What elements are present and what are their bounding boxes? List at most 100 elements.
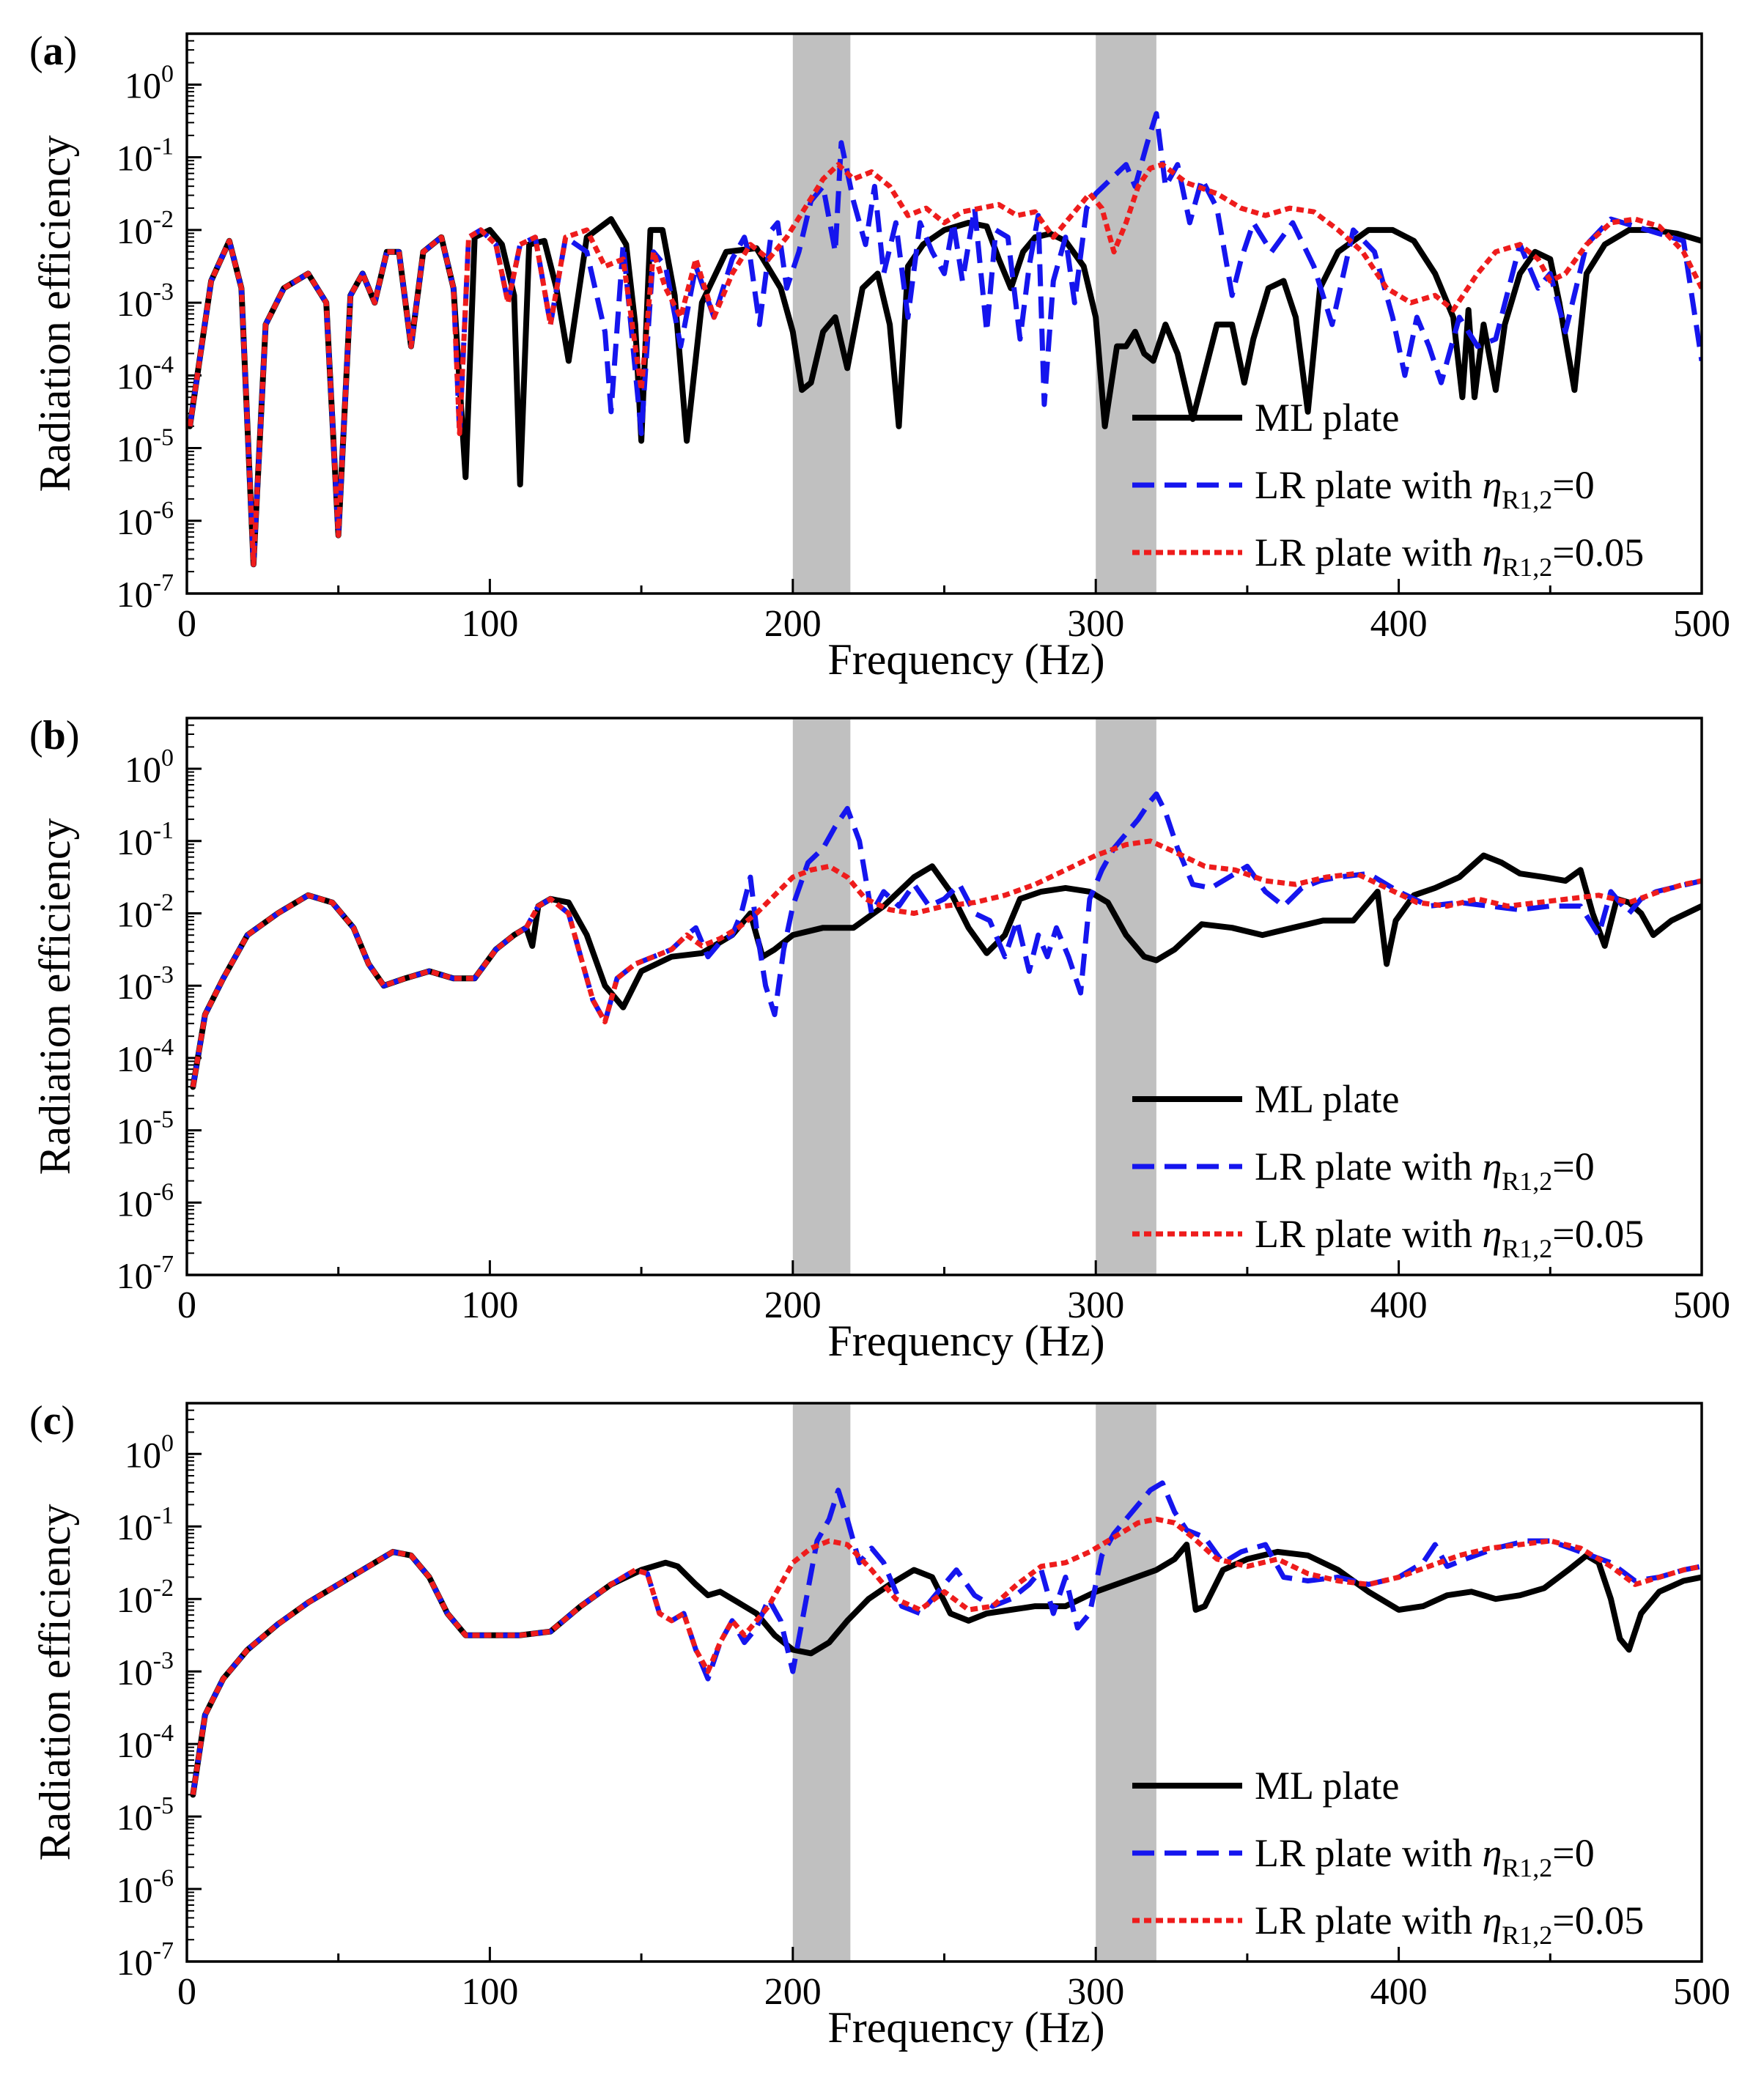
chart-panel-b: 0 100 200 300 400 50010010-110-210-310-410-51… [29,713,1730,1365]
legend-text: LR plate with [1255,1212,1482,1256]
legend-label-lr0: LR plate with ηR1,2=0 [1255,1831,1595,1882]
x-axis-label: Frequency (Hz) [827,2003,1104,2052]
y-tick-exponent: -5 [153,1106,174,1134]
legend-value: =0.05 [1552,1212,1644,1256]
y-tick-exponent: -1 [153,1502,174,1529]
plot-frame [185,1402,1703,1963]
legend-eta: η [1482,1212,1502,1256]
legend-text: ML plate [1255,1764,1399,1808]
panel-label-close: ) [66,713,80,758]
y-tick-base: 10 [117,1255,153,1296]
y-tick-label: 10-7 [117,1937,174,1983]
y-tick-exponent: -2 [153,206,174,233]
legend-value: =0 [1552,1145,1594,1188]
bandgap-band-1 [792,718,851,1275]
legend-value: =0 [1552,463,1594,507]
x-tick-label: 400 [1370,1284,1428,1326]
x-tick-label: 200 [764,1284,822,1326]
legend-text: LR plate with [1255,1831,1482,1875]
y-tick-base: 10 [117,355,153,396]
y-tick-exponent: -1 [153,133,174,160]
y-tick-label: 10-6 [117,1178,174,1224]
series-group [190,1480,1702,1798]
y-tick-exponent: -4 [153,1034,174,1061]
y-tick-base: 10 [117,1111,153,1152]
legend-eta: η [1482,1145,1502,1188]
legend-label-lr0: LR plate with ηR1,2=0 [1255,463,1595,514]
y-tick-label: 10-6 [117,497,174,542]
y-tick-exponent: 0 [161,60,174,87]
panel-label: (a) [29,29,77,74]
y-tick-label: 10-1 [117,817,174,862]
legend-value: =0.05 [1552,1898,1644,1942]
y-tick-label: 10-2 [117,1575,174,1620]
legend-subscript: R1,2 [1502,552,1552,582]
panel-label-open: ( [29,713,43,758]
legend-label-lr05: LR plate with ηR1,2=0.05 [1255,530,1644,582]
y-tick-base: 10 [117,1797,153,1838]
y-tick-exponent: -3 [153,1647,174,1674]
x-tick-label: 300 [1067,603,1124,645]
y-tick-label: 100 [125,744,174,790]
legend-text: LR plate with [1255,1145,1482,1188]
y-tick-exponent: -6 [153,1178,174,1205]
series-line-lr0 [190,791,1702,1087]
x-tick-label: 300 [1067,1284,1124,1326]
y-tick-exponent: -4 [153,1720,174,1747]
x-tick-label: 0 [177,1284,196,1326]
series-line-lr05 [190,1516,1702,1795]
y-tick-base: 10 [125,64,161,106]
y-tick-exponent: -2 [153,1575,174,1602]
x-tick-label: 300 [1067,1971,1124,2013]
legend-value: =0 [1552,1831,1594,1875]
legend-label-lr0: LR plate with ηR1,2=0 [1255,1145,1595,1196]
x-tick-label: 200 [764,603,822,645]
legend-eta: η [1482,530,1502,574]
x-tick-label: 500 [1673,1284,1730,1326]
legend-subscript: R1,2 [1502,485,1552,514]
y-tick-label: 100 [125,60,174,106]
series-line-lr05 [190,838,1702,1087]
legend-subscript: R1,2 [1502,1920,1552,1950]
y-tick-base: 10 [117,1038,153,1079]
legend-text: LR plate with [1255,530,1482,574]
y-tick-label: 10-1 [117,1502,174,1548]
series-line-lr0 [187,111,1702,567]
series-group [190,791,1702,1090]
x-tick-label: 500 [1673,1971,1730,2013]
legend-text: ML plate [1255,1077,1399,1121]
y-tick-label: 10-5 [117,1792,174,1838]
y-tick-label: 10-3 [117,1647,174,1693]
y-tick-base: 10 [117,501,153,542]
y-tick-base: 10 [117,429,153,470]
series-group [187,111,1702,568]
legend-eta: η [1482,1898,1502,1942]
panel-label-open: ( [29,29,43,74]
series-line-lr0 [190,1480,1702,1795]
y-tick-base: 10 [117,1724,153,1765]
panel-label-letter: a [43,29,64,74]
y-tick-exponent: -6 [153,497,174,524]
legend-label-lr05: LR plate with ηR1,2=0.05 [1255,1212,1644,1263]
panel-label-close: ) [62,1398,75,1443]
y-tick-base: 10 [117,821,153,862]
y-tick-exponent: -7 [153,1937,174,1964]
bandgap-band-2 [1096,34,1156,594]
x-tick-label: 400 [1370,1971,1428,2013]
y-tick-label: 10-2 [117,206,174,251]
panel-label-open: ( [29,1398,43,1443]
panel-label-letter: c [43,1398,62,1443]
chart-panel-a: 0 100 200 300 400 50010010-110-210-310-410-51… [29,29,1730,684]
y-tick-label: 100 [125,1430,174,1475]
y-tick-label: 10-1 [117,133,174,179]
legend-eta: η [1482,1831,1502,1875]
y-tick-base: 10 [117,1869,153,1910]
y-tick-exponent: 0 [161,1430,174,1457]
y-tick-exponent: -7 [153,569,174,596]
x-tick-label: 100 [461,1284,518,1326]
plot-frame [185,717,1703,1276]
y-tick-base: 10 [117,1183,153,1224]
panel-label-close: ) [64,29,78,74]
legend-label-ml: ML plate [1255,396,1399,440]
